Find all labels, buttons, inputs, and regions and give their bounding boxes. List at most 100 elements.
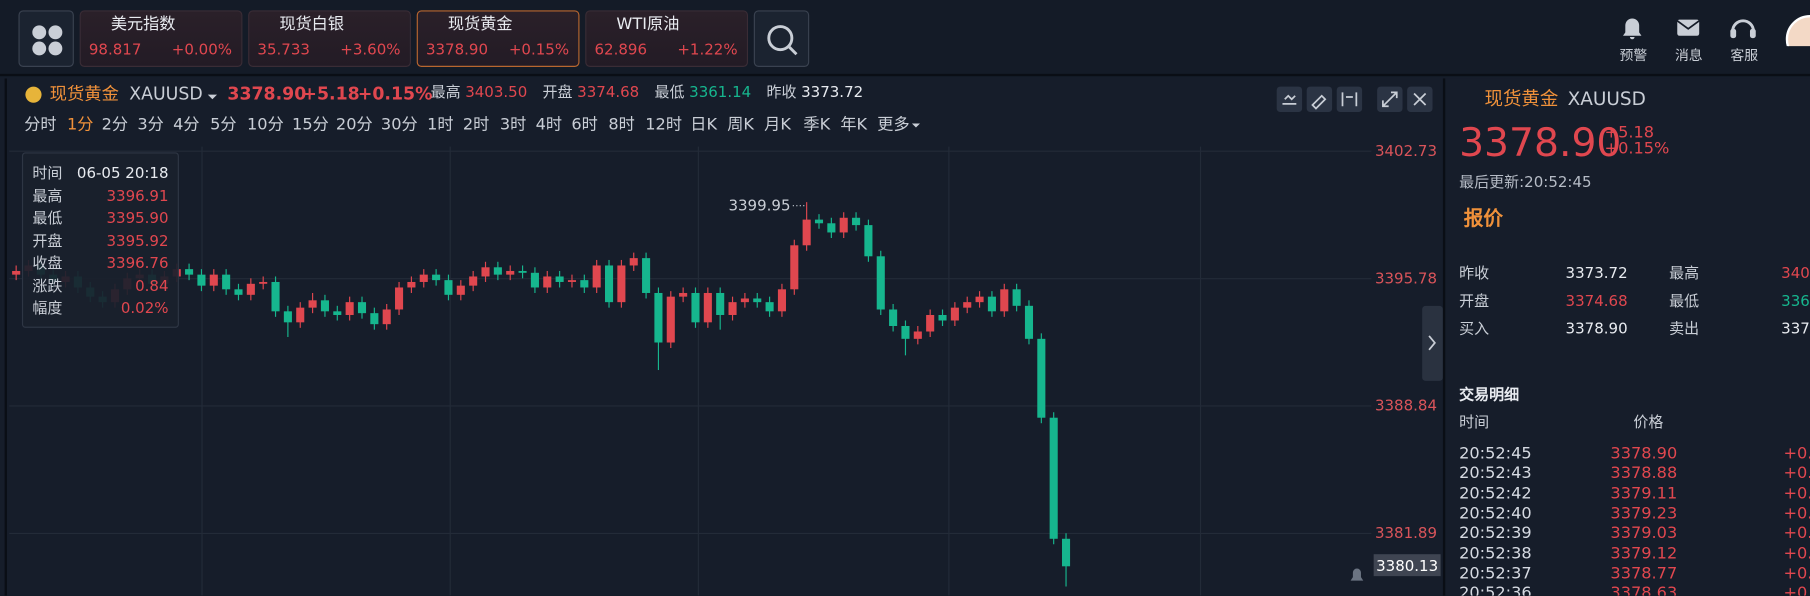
candle-body [938, 314, 947, 321]
period-tab[interactable]: 5分 [210, 115, 237, 134]
candle-body [444, 280, 453, 295]
period-tab[interactable]: 8时 [608, 115, 635, 134]
candle-body [222, 274, 231, 290]
trade-price: 3379.03 [1610, 524, 1678, 543]
candle-body [814, 219, 824, 224]
candle-body [975, 296, 984, 303]
action-label[interactable]: 客服 [1730, 47, 1759, 64]
period-tab[interactable]: 6时 [571, 115, 598, 134]
candle-body [320, 300, 329, 312]
period-tab[interactable]: 2分 [101, 115, 129, 134]
stat-label: 开盘 [542, 84, 573, 102]
ticker-card[interactable] [416, 10, 580, 67]
trade-change: +0.1 [1783, 584, 1810, 596]
y-tick-label: 3388.84 [1375, 397, 1437, 415]
tooltip-value: 0.84 [135, 277, 169, 295]
collapse-tab[interactable] [1422, 305, 1443, 381]
v-grid [201, 146, 1202, 596]
ticker-name[interactable]: 美元指数 [110, 15, 176, 34]
candle-body [987, 296, 996, 312]
period-tab[interactable]: 10分 [247, 115, 284, 134]
alert-icon[interactable] [1350, 568, 1364, 581]
change: +5.18 [302, 83, 360, 104]
candle-body [666, 296, 675, 343]
service-icon[interactable] [1731, 19, 1755, 32]
period-tab[interactable]: 更多 [877, 115, 910, 134]
candle-body [419, 274, 428, 282]
ticker-name[interactable]: WTI原油 [616, 15, 680, 34]
period-tab[interactable]: 1分 [66, 115, 94, 134]
period-tab[interactable]: 3时 [499, 115, 527, 134]
stat-value: 3373.72 [801, 84, 864, 102]
ticker-name[interactable]: 现货白银 [279, 15, 344, 34]
period-tab[interactable]: 月K [764, 115, 791, 134]
y-tick-label: 3402.73 [1375, 142, 1437, 160]
toolbar-buttons[interactable] [1276, 86, 1433, 112]
panel-tab[interactable]: 报价 [1463, 207, 1503, 231]
period-tab[interactable]: 12时 [645, 115, 683, 134]
ticker-card[interactable] [248, 10, 411, 67]
y-tick-label: 3395.78 [1375, 269, 1437, 287]
period-tab[interactable]: 30分 [380, 115, 418, 134]
trade-time: 20:52:43 [1459, 464, 1532, 483]
trade-time: 20:52:42 [1459, 484, 1532, 503]
period-tab[interactable]: 分时 [24, 115, 57, 134]
mail-icon[interactable] [1677, 19, 1700, 36]
quote-value: 3373.72 [1565, 265, 1628, 283]
candle-body [382, 309, 391, 325]
period-tab[interactable]: 周K [727, 115, 755, 134]
tooltip-value: 3395.92 [106, 232, 169, 250]
period-tab[interactable]: 3分 [137, 115, 164, 134]
candle-body [1061, 538, 1071, 567]
candle-body [617, 265, 626, 303]
candle-body [345, 302, 354, 315]
ticker-card[interactable] [79, 10, 243, 67]
action-label[interactable]: 预警 [1619, 47, 1648, 64]
trade-time: 20:52:36 [1459, 584, 1532, 596]
period-tab[interactable]: 日K [690, 115, 718, 134]
action-label[interactable]: 消息 [1674, 47, 1703, 64]
period-tab[interactable]: 4分 [173, 115, 200, 134]
quote-value: 3403.50 [1781, 265, 1810, 283]
candle-body [876, 256, 885, 310]
menu-button[interactable] [18, 10, 74, 67]
price: 3378.90 [227, 83, 307, 104]
search-icon [767, 25, 798, 56]
tooltip-label: 开盘 [32, 232, 63, 250]
candle-body [592, 265, 601, 288]
tooltip-label: 收盘 [32, 255, 63, 273]
last-price-box [1373, 554, 1441, 577]
trade-change: +0.1 [1783, 544, 1810, 563]
dropdown-caret [911, 123, 921, 128]
period-tab[interactable]: 年K [840, 115, 868, 134]
period-tab[interactable]: 2时 [462, 115, 490, 134]
candle-body [679, 292, 688, 297]
tooltip-label: 最高 [32, 187, 63, 205]
period-tab[interactable]: 20分 [335, 115, 373, 134]
search-button[interactable] [753, 10, 810, 67]
avatar[interactable] [1785, 15, 1810, 47]
candle-body [728, 302, 737, 315]
trades-title: 交易明细 [1459, 386, 1520, 405]
quote-label: 昨收 [1459, 265, 1490, 283]
period-tab[interactable]: 1时 [427, 115, 454, 134]
ticker-name[interactable]: 现货黄金 [447, 15, 513, 34]
candle-body [333, 311, 342, 315]
trade-time: 20:52:37 [1459, 564, 1532, 583]
tooltip-value: 0.02% [120, 300, 169, 318]
bell-icon[interactable] [1623, 18, 1642, 40]
trade-price: 3378.63 [1610, 584, 1678, 596]
trade-time: 20:52:45 [1459, 444, 1532, 463]
candle-body [629, 258, 638, 266]
period-tab[interactable]: 15分 [292, 115, 329, 134]
stat-value: 3374.68 [577, 84, 640, 102]
trade-change: +0.1 [1783, 564, 1810, 583]
candle-body [370, 313, 379, 325]
candle-body [567, 280, 577, 282]
candle-body [654, 292, 663, 343]
candle-body [716, 292, 725, 315]
ticker-card[interactable] [585, 10, 749, 67]
trade-time: 20:52:39 [1459, 524, 1532, 543]
period-tab[interactable]: 季K [803, 115, 831, 134]
period-tab[interactable]: 4时 [535, 115, 563, 134]
